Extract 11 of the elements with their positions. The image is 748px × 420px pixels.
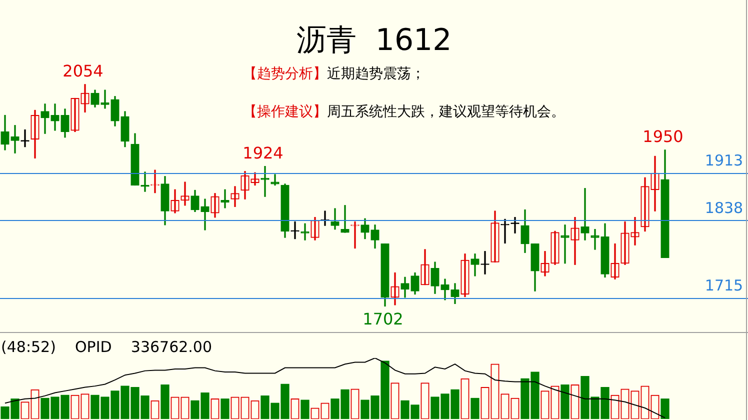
annotation: 1924 [242,143,284,162]
annotation: 1702 [362,309,404,328]
ref-line-label: 1715 [704,276,744,294]
annotation: 2054 [62,62,104,81]
annotation: 【操作建议】周五系统性大跌，建议观望等待机会。 [243,104,565,120]
annotation: 【趋势分析】近期趋势震荡； [243,66,425,82]
annotation: 1950 [642,127,684,146]
text: (48:52) OPID 336762.00 [1,338,212,356]
ref-line-label: 1838 [704,198,744,217]
text: 沥青 1612 [295,22,453,60]
ref-line-label: 1913 [704,152,744,170]
